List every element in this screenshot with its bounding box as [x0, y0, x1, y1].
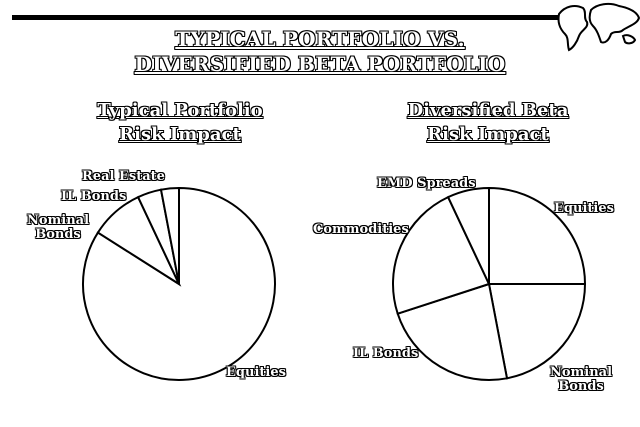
chart1-slice-real-estate	[159, 186, 180, 285]
chart2-slice-equities	[488, 186, 587, 285]
header-rule	[12, 15, 560, 20]
chart2-slice-commodities	[392, 195, 491, 315]
chart2-label-emd-spreads: EMD Spreads	[377, 176, 476, 191]
main-title-line1: TYPICAL PORTFOLIO VS.	[175, 27, 465, 51]
chart1-label-il-bonds: IL Bonds	[61, 189, 127, 204]
chart1-title-line1: Typical Portfolio	[97, 100, 263, 121]
chart1-label-real-estate: Real Estate	[82, 169, 165, 184]
chart1-label-equities: Equities	[226, 365, 286, 380]
world-map-icon	[557, 2, 640, 52]
chart2-label-il-bonds: IL Bonds	[353, 346, 419, 361]
chart2-label-equities: Equities	[554, 201, 614, 216]
chart1-title-line2: Risk Impact	[119, 124, 241, 145]
chart2-label-nominal-bonds: Nominal Bonds	[549, 365, 613, 394]
main-title-line2: DIVERSIFIED BETA PORTFOLIO	[134, 52, 506, 76]
chart2-title-line1: Diversified Beta	[407, 100, 569, 121]
chart2-slice-il-bonds	[396, 282, 509, 381]
chart2-label-commodities: Commodities	[313, 222, 409, 237]
chart2-slice-nominal-bonds	[487, 283, 587, 380]
chart1-label-nominal-bonds: Nominal Bonds	[26, 213, 90, 242]
chart1-slice-equities	[82, 186, 276, 381]
chart2-slice-emd-spreads	[446, 186, 490, 285]
chart2-title-line2: Risk Impact	[427, 124, 549, 145]
